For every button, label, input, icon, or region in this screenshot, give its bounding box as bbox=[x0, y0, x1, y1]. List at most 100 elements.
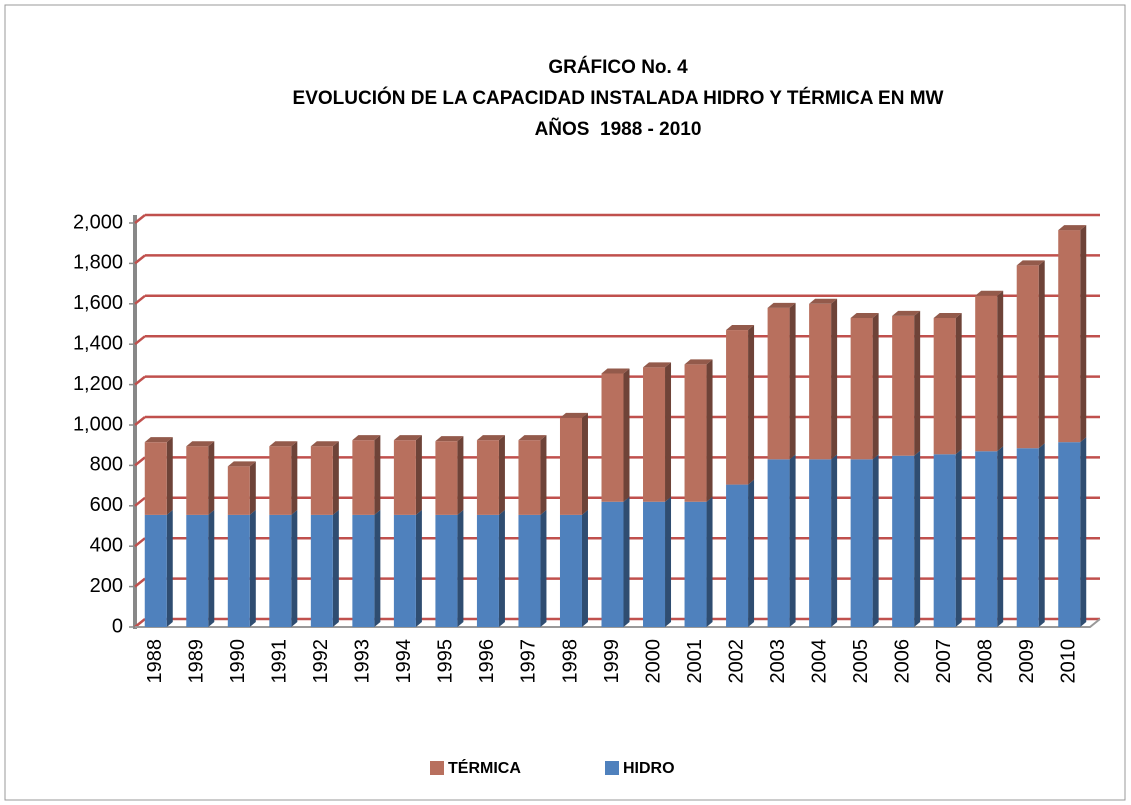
y-tick-label: 1,000 bbox=[73, 413, 123, 435]
bar-side bbox=[665, 496, 672, 627]
bar-side bbox=[1038, 260, 1045, 449]
bar bbox=[643, 367, 666, 502]
bar bbox=[1016, 448, 1039, 627]
legend-swatch bbox=[605, 761, 619, 775]
grid-depth bbox=[134, 294, 146, 305]
bar bbox=[1058, 230, 1081, 443]
bar-top bbox=[393, 435, 422, 441]
bar bbox=[684, 501, 707, 627]
y-tick-label: 600 bbox=[90, 494, 123, 516]
bar-side bbox=[581, 509, 588, 627]
bar-side bbox=[374, 509, 381, 627]
bar-top bbox=[518, 435, 547, 441]
bar bbox=[1058, 442, 1081, 627]
grid-depth bbox=[134, 456, 146, 467]
x-tick-label: 1995 bbox=[435, 639, 457, 684]
bar-top bbox=[850, 312, 879, 318]
bar bbox=[476, 440, 499, 515]
x-tick-label: 1992 bbox=[310, 639, 332, 684]
bar bbox=[144, 514, 167, 627]
bar bbox=[269, 514, 292, 627]
bar bbox=[227, 514, 250, 627]
bar-side bbox=[540, 509, 547, 627]
grid-depth bbox=[134, 375, 146, 386]
bar-top bbox=[684, 359, 713, 365]
chart-title: GRÁFICO No. 4 bbox=[548, 56, 688, 78]
bar-top bbox=[643, 362, 672, 368]
bar bbox=[850, 317, 873, 460]
bar bbox=[518, 440, 541, 515]
bar bbox=[975, 295, 998, 452]
bar-side bbox=[665, 362, 672, 502]
bar bbox=[435, 514, 458, 627]
grid-depth bbox=[134, 416, 146, 426]
bar-side bbox=[1038, 443, 1045, 627]
bar-top bbox=[310, 441, 339, 447]
grid-depth bbox=[134, 254, 146, 265]
bar bbox=[559, 514, 582, 627]
bar bbox=[476, 514, 499, 627]
x-tick-label: 2001 bbox=[684, 639, 706, 684]
bar-top bbox=[1016, 260, 1045, 266]
x-tick-label: 2003 bbox=[767, 639, 789, 684]
bar-side bbox=[997, 290, 1004, 452]
bar-top bbox=[892, 310, 921, 316]
bar bbox=[726, 330, 749, 485]
x-tick-label: 2008 bbox=[974, 639, 996, 684]
y-tick-label: 200 bbox=[90, 575, 123, 597]
grid-depth bbox=[134, 537, 146, 548]
x-tick-label: 1993 bbox=[352, 639, 374, 684]
bar-side bbox=[291, 441, 298, 515]
bar-side bbox=[706, 496, 713, 627]
bar-top bbox=[144, 437, 173, 443]
bar bbox=[310, 446, 333, 515]
bar bbox=[643, 501, 666, 627]
y-tick-label: 1,600 bbox=[73, 292, 123, 314]
grid-depth bbox=[134, 618, 146, 628]
bar bbox=[144, 442, 167, 515]
bar-side bbox=[415, 509, 422, 627]
bar bbox=[975, 451, 998, 627]
bar bbox=[186, 514, 209, 627]
legend-label: TÉRMICA bbox=[448, 758, 521, 777]
bar-top bbox=[269, 441, 298, 447]
bar bbox=[227, 466, 250, 515]
bar bbox=[601, 501, 624, 627]
x-tick-label: 1988 bbox=[144, 639, 166, 684]
bar bbox=[933, 317, 956, 455]
bar-top bbox=[975, 290, 1004, 296]
bar-side bbox=[872, 454, 879, 627]
bar-side bbox=[789, 454, 796, 627]
bar bbox=[892, 455, 915, 627]
x-tick-label: 2004 bbox=[808, 639, 830, 684]
bar-side bbox=[831, 298, 838, 460]
y-tick-label: 0 bbox=[112, 615, 123, 637]
bar-side bbox=[581, 412, 588, 515]
bar-side bbox=[249, 509, 256, 627]
bar bbox=[809, 459, 832, 627]
bar bbox=[393, 514, 416, 627]
bar-side bbox=[374, 435, 381, 515]
bar-side bbox=[208, 441, 215, 515]
bar-top bbox=[186, 441, 215, 447]
bar-side bbox=[955, 449, 962, 627]
bar-top bbox=[726, 325, 755, 331]
bar-top bbox=[476, 435, 505, 441]
bar-side bbox=[748, 325, 755, 485]
grid-depth bbox=[134, 496, 146, 507]
x-tick-label: 1994 bbox=[393, 639, 415, 684]
bar-side bbox=[332, 509, 339, 627]
y-tick-label: 1,200 bbox=[73, 373, 123, 395]
bar-top bbox=[1058, 225, 1087, 231]
bar-side bbox=[955, 312, 962, 455]
y-tick-label: 800 bbox=[90, 454, 123, 476]
bar-side bbox=[540, 435, 547, 515]
x-tick-label: 1990 bbox=[227, 639, 249, 684]
bar bbox=[310, 514, 333, 627]
x-tick-label: 1997 bbox=[518, 639, 540, 684]
bar-side bbox=[166, 437, 173, 515]
bar bbox=[435, 441, 458, 515]
x-tick-label: 2006 bbox=[891, 639, 913, 684]
bar bbox=[393, 440, 416, 515]
